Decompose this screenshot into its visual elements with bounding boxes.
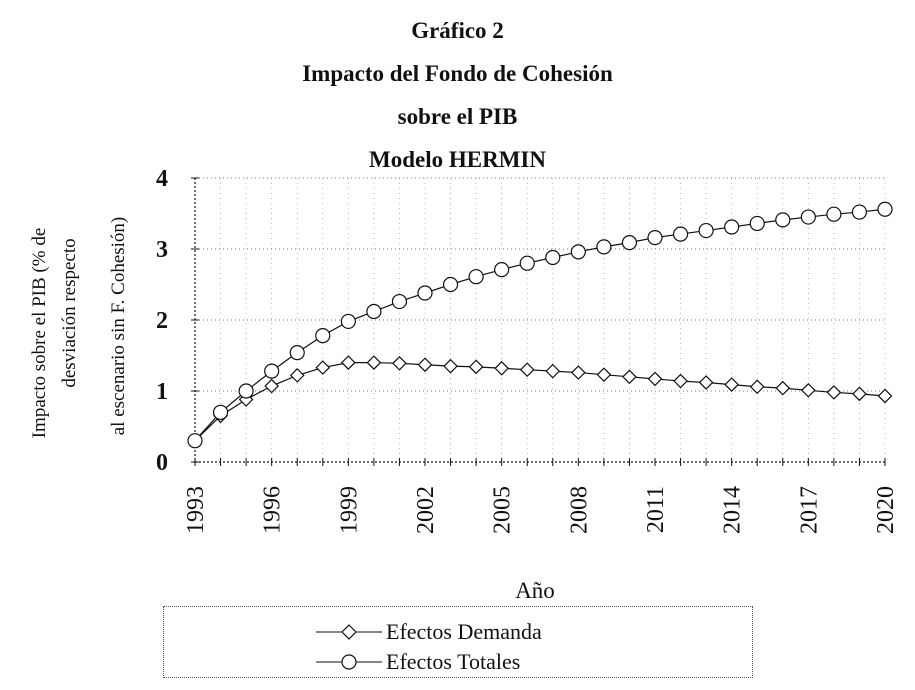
x-tick-label: 1996 <box>260 486 286 534</box>
diamond-marker <box>724 377 740 392</box>
diamond-marker <box>826 385 842 400</box>
diamond-marker <box>315 360 331 375</box>
diamond-marker <box>519 362 535 378</box>
diamond-marker <box>775 380 791 396</box>
diamond-marker <box>366 355 382 370</box>
circle-marker <box>570 244 586 260</box>
chart-title-line-2: Impacto del Fondo de Cohesión <box>302 61 613 86</box>
circle-marker <box>289 345 305 361</box>
x-tick-label: 1999 <box>336 486 362 534</box>
circle-marker <box>494 261 510 278</box>
diamond-marker <box>673 373 688 389</box>
y-tick-label: 0 <box>156 450 168 476</box>
legend-label-demanda: Efectos Demanda <box>386 619 542 644</box>
circle-marker <box>238 383 254 399</box>
diamond-marker-icon <box>316 624 382 640</box>
circle-marker <box>724 219 740 235</box>
x-tick-label: 2005 <box>490 486 516 534</box>
diamond-marker <box>596 367 612 383</box>
diamond-marker <box>698 375 714 390</box>
circle-marker <box>264 363 280 379</box>
y-tick-label: 2 <box>156 308 168 334</box>
diamond-marker <box>417 357 433 373</box>
series-line-1 <box>194 362 886 442</box>
chart-title-line-1: Gráfico 2 <box>411 18 504 43</box>
circle-marker <box>545 249 561 266</box>
x-tick-label: 2002 <box>413 486 439 534</box>
circle-marker <box>187 433 203 449</box>
diamond-marker <box>392 355 407 371</box>
circle-marker <box>417 285 433 301</box>
circle-marker <box>340 313 356 330</box>
circle-marker <box>672 226 689 242</box>
diamond-marker <box>852 386 867 402</box>
x-tick-label: 2020 <box>873 486 899 534</box>
circle-marker <box>851 204 868 220</box>
circle-marker <box>442 276 459 293</box>
circle-marker <box>212 404 229 420</box>
circle-marker <box>775 212 791 228</box>
x-tick-label: 2011 <box>643 486 669 533</box>
line-chart: 0 1 2 3 4 1993 1996 1999 2002 2005 2008 2011 2014 201… <box>156 166 899 534</box>
circle-marker <box>647 230 663 246</box>
diamond-marker <box>264 378 280 394</box>
circle-marker <box>391 293 408 310</box>
chart-title-line-4: Modelo HERMIN <box>369 147 546 172</box>
x-tick-label: 2008 <box>566 486 592 534</box>
diamond-marker <box>749 379 765 395</box>
diamond-marker <box>570 365 586 380</box>
y-tick-label: 3 <box>156 237 168 263</box>
circle-marker <box>826 206 842 222</box>
diamond-marker <box>622 369 637 385</box>
circle-marker <box>800 209 816 225</box>
x-tick-label: 2017 <box>796 486 822 534</box>
circle-marker <box>315 328 331 344</box>
x-tick-label: 2014 <box>720 486 746 534</box>
circle-marker <box>519 255 535 271</box>
series-line-2 <box>194 208 886 442</box>
y-tick-label: 1 <box>156 379 168 405</box>
circle-marker <box>749 215 765 232</box>
circle-marker-icon <box>316 654 382 670</box>
x-tick-label: 1993 <box>183 486 209 534</box>
diamond-marker <box>545 363 561 379</box>
diamond-marker <box>494 360 510 376</box>
legend-item-demanda: Efectos Demanda <box>314 619 542 645</box>
circle-marker <box>621 235 638 251</box>
legend-item-totales: Efectos Totales <box>314 649 520 675</box>
diamond-marker <box>647 371 663 387</box>
diamond-marker <box>340 355 356 370</box>
circle-marker <box>596 239 612 255</box>
diamond-marker <box>800 382 816 398</box>
y-tick-label: 4 <box>156 166 168 192</box>
circle-marker <box>468 269 484 285</box>
x-axis-label: Año <box>515 578 555 603</box>
diamond-marker <box>443 358 458 374</box>
diamond-marker <box>877 388 893 404</box>
chart-legend: Efectos Demanda Efectos Totales <box>163 606 753 678</box>
diamond-marker <box>468 359 484 375</box>
legend-label-totales: Efectos Totales <box>386 649 521 674</box>
circle-marker <box>877 201 893 217</box>
chart-title-line-3: sobre el PIB <box>397 104 518 129</box>
circle-marker <box>366 303 382 320</box>
circle-marker <box>698 222 714 239</box>
diamond-marker <box>289 368 305 383</box>
